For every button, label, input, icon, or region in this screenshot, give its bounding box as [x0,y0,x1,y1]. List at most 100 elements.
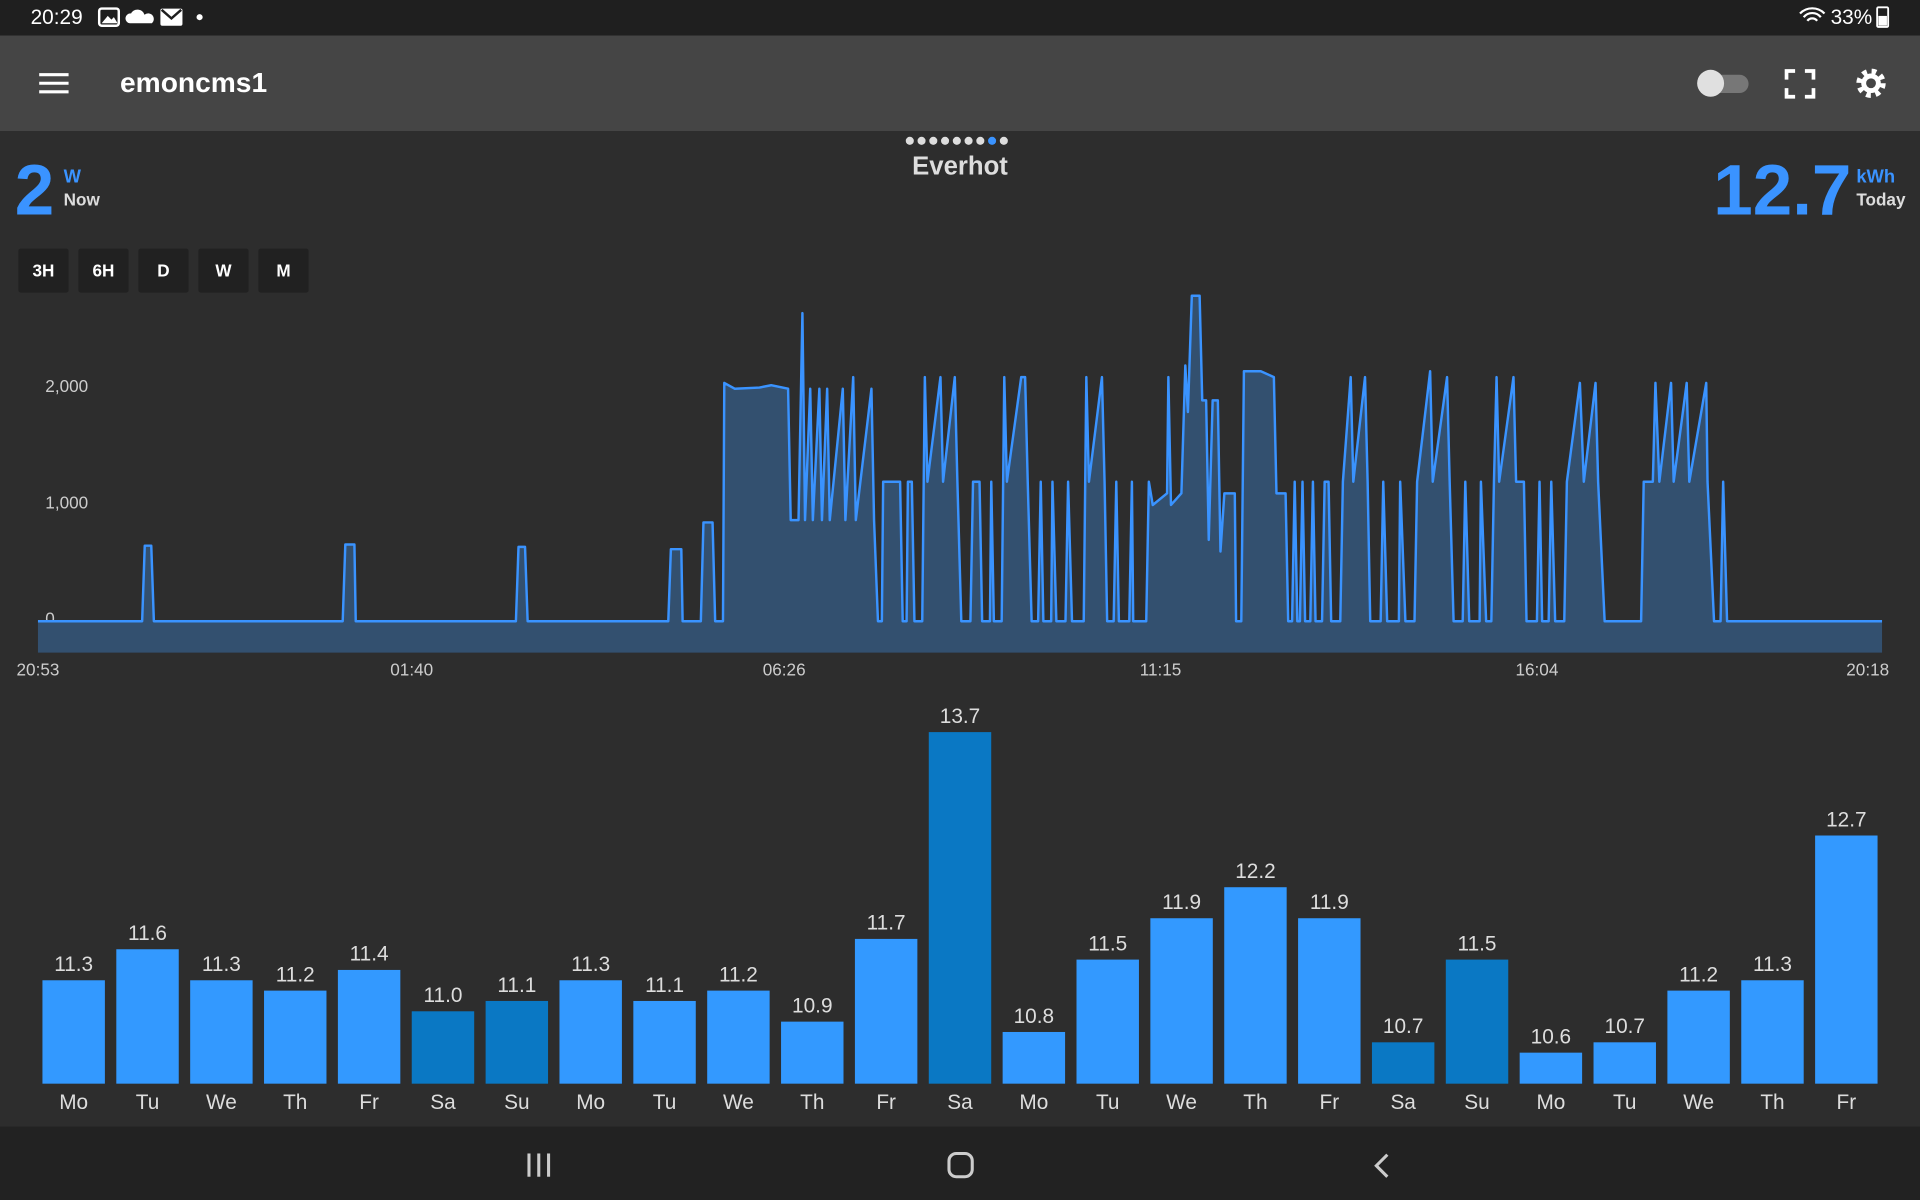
bar [411,1011,475,1084]
nav-recents[interactable] [527,1153,551,1177]
x-tick-label: 06:26 [763,660,806,680]
x-tick-label: Su [504,1091,529,1114]
bar-value-label: 11.3 [1753,953,1792,976]
bar-value-label: 11.3 [54,953,93,976]
bar-value-label: 10.6 [1531,1025,1571,1048]
x-tick-label: Fr [359,1091,379,1114]
range-button-bg [198,248,249,293]
x-tick-label: Sa [430,1091,456,1114]
bar-value-label: 12.2 [1235,860,1275,883]
fullscreen-button[interactable] [1784,69,1816,99]
range-button-label: 3H [33,260,55,280]
bar-value-label: 11.0 [424,984,463,1007]
nav-back[interactable] [1374,1153,1389,1178]
range-button[interactable]: W [198,248,249,293]
range-button-label: 6H [93,260,115,280]
charts: 0 1,000 2,000 20:53 01:40 06:26 11:15 16:04 20:1… [17,294,1889,1114]
bar [1150,918,1213,1084]
bar-value-label: 11.2 [1679,963,1718,986]
range-button[interactable]: D [138,248,189,293]
bar [1224,887,1287,1084]
range-button[interactable]: 3H [18,248,69,293]
range-button-label: D [157,260,169,280]
bar [1298,918,1361,1084]
bar [633,1000,696,1084]
bar-value-label: 11.9 [1310,891,1349,914]
bar-value-label: 11.2 [719,963,758,986]
bar [190,980,253,1084]
x-tick-label: Tu [1096,1091,1120,1114]
bar [1371,1042,1435,1084]
range-button[interactable]: 6H [78,248,129,293]
x-tick-label: Su [1464,1091,1489,1114]
x-tick-label: Sa [947,1091,973,1114]
x-tick-label: Tu [1613,1091,1637,1114]
range-button[interactable]: M [258,248,309,293]
bar [485,1000,549,1084]
bar [1741,980,1804,1084]
range-button-bg [138,248,189,293]
bar-value-label: 11.3 [202,953,241,976]
bar-value-label: 11.2 [276,963,315,986]
area [37,295,1883,653]
line [37,294,1883,623]
bar [1815,835,1878,1084]
x-tick-label: Th [1760,1091,1784,1114]
y-tick-label: 2,000 [45,376,88,396]
page-indicator [905,136,1008,145]
x-tick-label: 01:40 [390,660,433,680]
settings-button[interactable] [1856,68,1886,98]
range-button-bg [18,248,69,293]
x-tick-label: Tu [136,1091,160,1114]
bar-value-label: 10.9 [792,994,832,1017]
range-buttons: 3H 6H D W M [18,248,309,293]
x-tick-label: Fr [1837,1091,1857,1114]
x-tick-label: Mo [576,1091,605,1114]
x-tick-label: 20:53 [17,660,60,680]
bar [1667,990,1730,1084]
x-tick-label: Th [800,1091,824,1114]
energy-unit: kWh [1856,165,1895,186]
power-label: Now [64,189,101,209]
bar-value-label: 11.3 [571,953,610,976]
y-tick-label: 0 [45,609,55,629]
range-button-label: M [276,260,290,280]
power-unit: W [64,165,82,186]
menu-button[interactable] [39,73,69,94]
bar-value-label: 11.9 [1162,891,1201,914]
bar-value-label: 11.7 [867,912,906,935]
bar [1593,1042,1656,1084]
bar-value-label: 11.1 [645,974,684,997]
bar-value-label: 11.1 [497,974,536,997]
bar [1519,1052,1583,1084]
status-icons [97,6,1890,28]
x-tick-label: We [206,1091,237,1114]
status-bar [0,0,1920,36]
range-button-bg [258,248,309,293]
nav-bar [0,1126,1920,1200]
x-tick-label: Mo [1536,1091,1565,1114]
range-button-label: W [215,260,232,280]
battery-level: 33% [1831,6,1873,29]
bar [42,980,105,1084]
bar-value-label: 10.7 [1383,1015,1423,1038]
x-tick-label: 16:04 [1515,660,1558,680]
bar-value-label: 11.5 [1458,932,1497,955]
x-tick-label: Tu [653,1091,677,1114]
bar [116,949,179,1084]
bar [707,990,770,1084]
bar-value-label: 12.7 [1826,808,1866,831]
bar-value-label: 11.5 [1088,932,1127,955]
toggle-switch[interactable] [1697,69,1749,97]
x-tick-label: Sa [1390,1091,1416,1114]
status-time: 20:29 [31,6,83,29]
x-tick-label: We [723,1091,754,1114]
bar [559,980,622,1084]
x-tick-label: 11:15 [1140,660,1182,680]
bar [1445,959,1509,1084]
y-tick-label: 1,000 [45,492,88,512]
bar-value-label: 11.4 [350,943,389,966]
x-tick-label: Fr [876,1091,896,1114]
nav-home[interactable] [947,1151,974,1179]
